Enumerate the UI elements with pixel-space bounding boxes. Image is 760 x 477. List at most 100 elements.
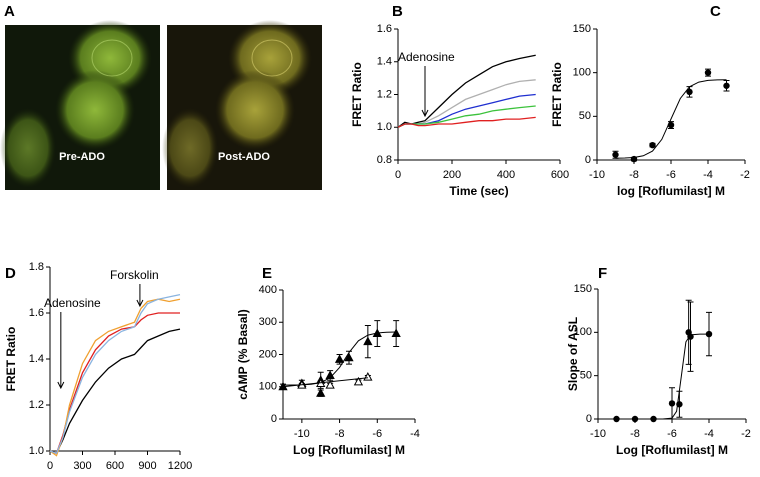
image-caption: Post-ADO <box>218 151 270 163</box>
annotation-arrow <box>136 284 144 308</box>
y-tick-label: 100 <box>574 326 592 338</box>
y-tick-label: 200 <box>259 348 277 360</box>
y-tick-label: 1.0 <box>377 121 392 133</box>
annotation: Adenosine <box>44 296 101 310</box>
annotation: Forskolin <box>110 268 159 282</box>
data-point <box>344 352 354 362</box>
y-axis-label: FRET Ratio <box>350 62 364 127</box>
fit-curve <box>616 333 709 420</box>
y-tick-label: 0 <box>271 413 277 425</box>
x-axis-label: Log [Roflumilast] M <box>616 443 728 457</box>
x-tick-label: 200 <box>443 169 461 181</box>
x-axis-label: Time (sec) <box>449 184 508 198</box>
chart-panel: F 0 50 100 150 -10 -8 -6 -4 -2 Log [Roflumilast] M… <box>566 265 751 457</box>
y-axis-label: Slope of ASL <box>566 317 580 391</box>
panel-letter: F <box>598 265 607 282</box>
y-axis-label: FRET Ratio <box>4 327 18 392</box>
y-tick-label: 400 <box>259 284 277 296</box>
x-tick-label: -6 <box>372 428 382 440</box>
y-axis-label: FRET Ratio <box>550 62 564 127</box>
data-point <box>391 328 401 338</box>
data-point <box>668 400 676 407</box>
data-point <box>325 380 335 389</box>
image-post <box>162 20 322 190</box>
data-point <box>363 372 373 381</box>
x-tick-label: -8 <box>630 428 640 440</box>
x-tick-label: -4 <box>704 428 714 440</box>
x-tick-label: -10 <box>294 428 310 440</box>
x-tick-label: 600 <box>551 169 569 181</box>
fit-curve <box>282 377 368 388</box>
data-line <box>49 328 181 455</box>
panel-letter: D <box>5 265 16 282</box>
x-tick-label: 900 <box>138 460 156 472</box>
data-line <box>397 116 536 128</box>
chart-panel: C 0 50 100 150 -10 -8 -6 -4 -2 log [Roflumilast] M… <box>550 3 750 198</box>
y-tick-label: 1.4 <box>29 353 44 365</box>
y-tick-label: 1.6 <box>29 307 44 319</box>
data-line <box>49 293 181 455</box>
data-point <box>612 151 619 158</box>
panel-letter: E <box>262 265 272 282</box>
annotation-arrow <box>57 312 65 390</box>
image-pre <box>0 20 160 190</box>
y-tick-label: 0 <box>585 154 591 166</box>
y-tick-label: 0.8 <box>377 154 392 166</box>
data-point <box>686 88 693 96</box>
image-caption: Pre-ADO <box>59 151 105 163</box>
y-tick-label: 1.8 <box>29 261 44 273</box>
x-tick-label: -4 <box>410 428 420 440</box>
y-tick-label: 1.4 <box>377 56 392 68</box>
data-point <box>649 141 656 149</box>
y-axis-label: cAMP (% Basal) <box>236 309 250 399</box>
x-tick-label: -8 <box>629 169 639 181</box>
data-point <box>363 336 373 346</box>
x-tick-label: -6 <box>666 169 676 181</box>
y-tick-label: 150 <box>573 23 591 35</box>
x-tick-label: -8 <box>335 428 345 440</box>
data-point <box>334 354 345 363</box>
chart-panel: E 0 100 200 300 400 -10 -8 -6 -4 Log [Roflumilast]… <box>236 265 420 457</box>
x-tick-label: 400 <box>497 169 515 181</box>
y-tick-label: 1.2 <box>29 399 44 411</box>
y-tick-label: 100 <box>259 381 277 393</box>
data-line <box>397 79 536 128</box>
y-tick-label: 300 <box>259 316 277 328</box>
y-tick-label: 100 <box>573 67 591 79</box>
y-tick-label: 50 <box>580 370 592 382</box>
panel-letter: A <box>4 3 15 20</box>
chart-panel: B 0.8 1.0 1.2 1.4 1.6 0 200 400 600 Time (sec) FRET… <box>350 3 569 198</box>
panel-letter: C <box>710 3 721 20</box>
y-tick-label: 1.2 <box>377 88 392 100</box>
x-tick-label: -2 <box>740 169 750 181</box>
x-tick-label: 0 <box>47 460 53 472</box>
data-point <box>353 376 364 386</box>
x-tick-label: -10 <box>589 169 605 181</box>
annotation: Adenosine <box>398 50 455 64</box>
data-line <box>397 54 536 128</box>
y-tick-label: 150 <box>574 283 592 295</box>
x-tick-label: 0 <box>395 169 401 181</box>
x-tick-label: 300 <box>73 460 91 472</box>
data-point <box>723 82 730 89</box>
x-axis-label: log [Roflumilast] M <box>617 184 725 198</box>
annotation-arrow <box>421 66 429 118</box>
x-tick-label: -2 <box>741 428 751 440</box>
x-axis-label: Log [Roflumilast] M <box>293 443 405 457</box>
y-tick-label: 1.6 <box>377 23 392 35</box>
x-tick-label: -6 <box>667 428 677 440</box>
x-tick-label: -4 <box>703 169 713 181</box>
x-tick-label: 1200 <box>168 460 192 472</box>
fit-curve <box>615 79 727 159</box>
panel-letter: B <box>392 3 403 20</box>
y-tick-label: 1.0 <box>29 445 44 457</box>
y-tick-label: 50 <box>579 110 591 122</box>
data-line <box>49 298 181 457</box>
data-line <box>49 312 180 455</box>
x-tick-label: 600 <box>106 460 124 472</box>
data-point <box>704 69 712 76</box>
y-tick-label: 0 <box>586 413 592 425</box>
data-point <box>316 388 326 397</box>
x-tick-label: -10 <box>590 428 606 440</box>
